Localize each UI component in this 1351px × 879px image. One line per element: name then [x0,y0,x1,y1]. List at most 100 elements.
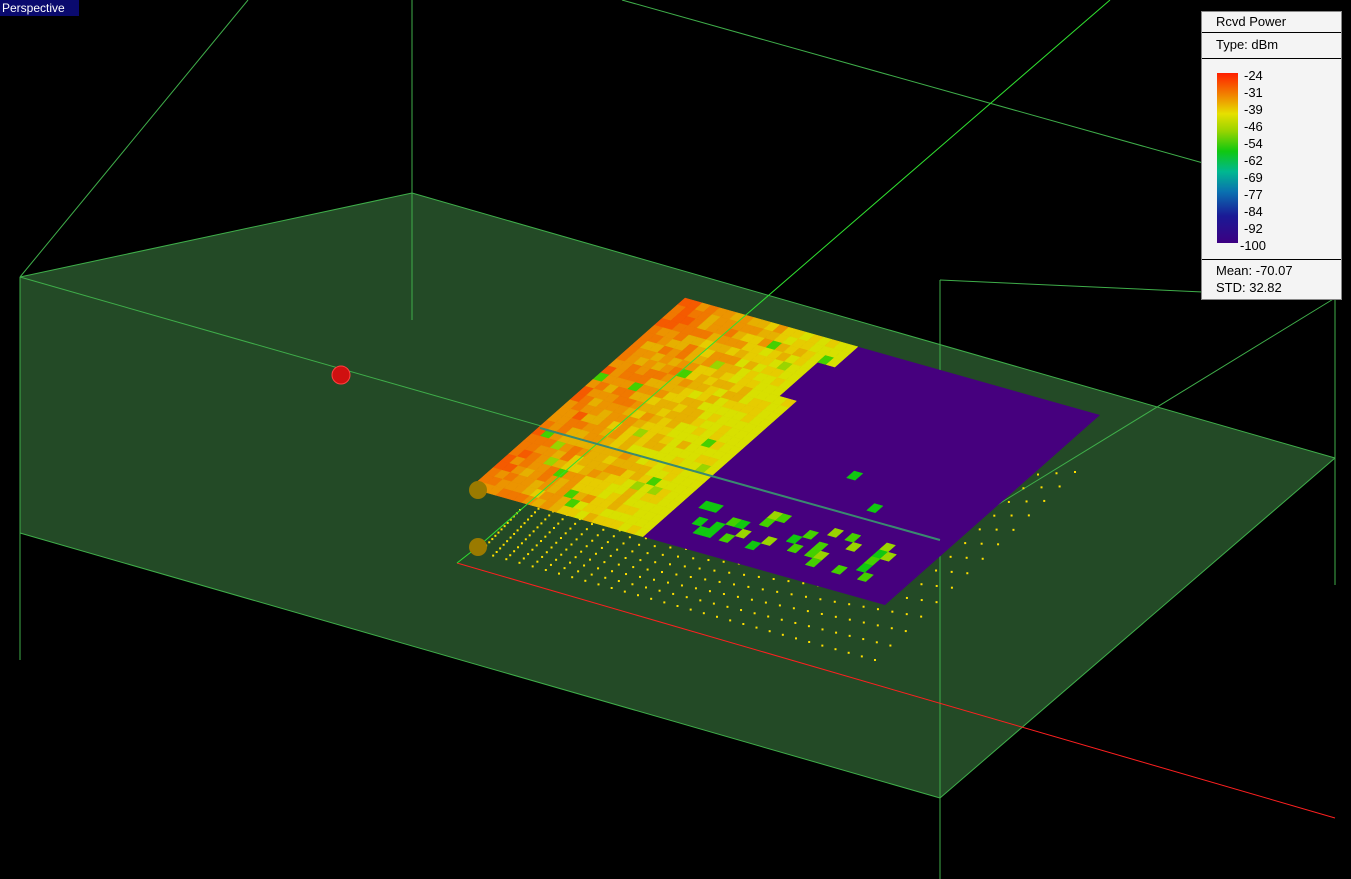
receiver-point [520,525,523,528]
receiver-point [505,558,508,561]
receiver-point [552,526,555,529]
receiver-point [628,536,631,539]
receiver-point [874,659,876,661]
heatmap-cell [845,542,863,552]
receiver-point [965,556,968,559]
heatmap-cell [825,357,844,368]
receiver-point [625,573,628,576]
receiver-point [597,567,600,570]
legend-std: STD: 32.82 [1216,280,1282,295]
receiver-point [792,607,795,610]
receiver-point [860,655,863,658]
receiver-point [790,593,793,596]
receiver-point [571,576,574,579]
receiver-point [807,625,810,628]
heatmap-cell [734,528,752,539]
heatmap-cell [760,536,778,546]
receiver-point [704,578,707,581]
receiver-point [699,599,702,602]
receiver-point [689,608,692,611]
receiver-point [683,565,686,568]
receiver-point [1040,486,1043,489]
receiver-point [522,557,525,560]
receiver-point [1027,514,1030,517]
receiver-point [513,550,516,553]
receiver-point [692,557,695,560]
receiver-point [819,598,822,601]
receiver-point [835,631,838,634]
route-start-marker[interactable] [469,481,487,499]
receiver-point [646,552,649,555]
receiver-point [650,597,653,600]
receiver-point [821,628,824,631]
receiver-point [1022,487,1025,490]
receiver-point [584,579,587,582]
receiver-point [622,542,625,545]
receiver-point [905,613,908,616]
receiver-point [540,522,543,525]
receiver-point [544,569,547,571]
receiver-point [531,548,534,551]
receiver-point [509,554,512,557]
receiver-point [862,605,865,608]
box-edge [19,532,941,799]
receiver-point [604,576,607,579]
receiver-point [698,567,701,570]
legend-tick: -92 [1244,221,1263,236]
receiver-point [531,565,534,568]
receiver-point [532,530,535,533]
grid-corner-marker[interactable] [469,538,487,556]
receiver-point [646,568,649,571]
heatmap-cell [801,529,820,540]
receiver-point [596,534,599,537]
receiver-point [804,595,807,598]
receiver-point [676,605,679,607]
legend-mean: Mean: -70.07 [1216,263,1293,278]
legend-tick: -100 [1240,238,1267,253]
view-mode-label: Perspective [0,0,79,16]
receiver-point [545,551,548,554]
receiver-point [740,609,743,612]
receiver-point [527,553,530,556]
receiver-point [905,596,908,599]
receiver-point [889,644,892,647]
receiver-point [500,528,503,531]
legend-tick: -31 [1244,85,1263,100]
receiver-point [794,621,797,624]
transmitter-marker[interactable] [331,365,351,385]
receiver-point [757,575,760,578]
receiver-point [597,583,600,586]
receiver-point [802,582,805,585]
receiver-point [609,554,612,557]
heatmap-cell [758,517,776,528]
receiver-point [1012,528,1015,531]
receiver-point [494,534,497,537]
receiver-point [555,558,558,561]
receiver-point [666,581,669,584]
legend-tick: -54 [1244,136,1263,151]
receiver-point [677,555,679,558]
legend-tick: -39 [1244,102,1263,117]
receiver-point [729,619,732,622]
receiver-point [594,552,597,555]
receiver-point [726,605,729,608]
receiver-point [506,540,509,543]
legend-stats: Mean: -70.07 STD: 32.82 [1202,259,1341,296]
receiver-point [616,548,619,551]
receiver-point [716,615,718,618]
receiver-point [611,570,614,573]
receiver-point [904,630,907,633]
receiver-point [964,542,967,545]
receiver-point [548,531,551,534]
receiver-point [980,542,983,545]
receiver-point [624,557,627,559]
legend-ticks: -24 -31 -39 -46 -54 -62 -69 -77 -84 -92 … [1240,67,1266,254]
receiver-point [602,528,605,531]
receiver-point [492,554,495,557]
heatmap-cell [845,470,864,481]
receiver-point [520,542,523,545]
receiver-point [833,600,836,603]
receiver-point [617,563,620,566]
receiver-point [747,585,750,588]
